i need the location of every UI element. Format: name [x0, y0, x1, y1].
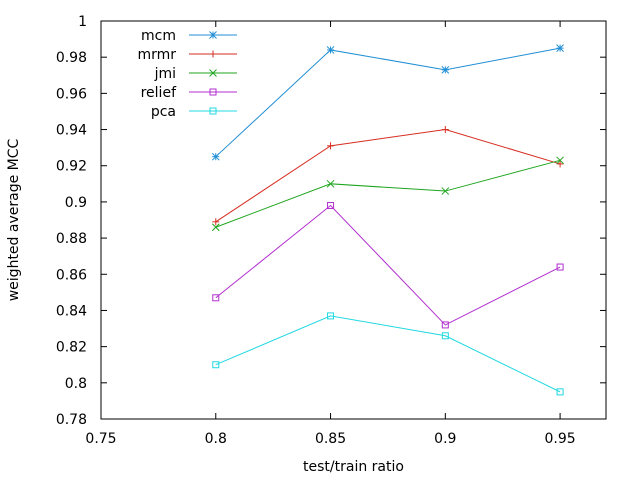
legend: mcm mrmr jmi relief pca: [137, 28, 237, 120]
x-tick-label: 0.95: [545, 431, 576, 447]
series-mcm: [211, 44, 564, 161]
series-jmi: [211, 156, 564, 232]
legend-item-pca: pca: [151, 104, 237, 120]
legend-item-jmi: jmi: [154, 66, 237, 82]
data-point-marker: [556, 160, 564, 168]
y-tick-label: 0.96: [56, 86, 87, 102]
legend-label: relief: [141, 85, 177, 101]
y-axis-label: weighted average MCC: [6, 139, 22, 302]
y-tick-label: 0.84: [56, 303, 87, 319]
series-line-mcm: [215, 47, 561, 158]
x-tick-label: 0.75: [85, 431, 116, 447]
data-point-marker: [327, 202, 335, 210]
data-point-marker: [327, 312, 335, 320]
y-tick-label: 0.92: [56, 159, 87, 175]
data-point-marker: [327, 142, 335, 150]
y-tick-label: 1: [78, 14, 87, 30]
y-tick-label: 0.98: [56, 50, 87, 66]
y-axis-ticks: 0.78 0.8 0.82 0.84 0.86 0.88 0.9 0.92 0.94 0.96 0.…: [56, 14, 606, 428]
data-point-marker: [212, 294, 220, 302]
series-relief: [212, 202, 564, 329]
series-line-pca: [215, 315, 561, 393]
data-point-marker: [326, 179, 335, 188]
series-pca: [212, 312, 564, 396]
data-point-marker: [556, 388, 564, 396]
data-point-marker: [326, 46, 335, 54]
legend-label: pca: [151, 104, 176, 120]
data-point-marker: [212, 218, 220, 226]
series-line-jmi: [215, 159, 561, 228]
legend-item-mrmr: mrmr: [137, 47, 237, 63]
data-point-marker: [209, 50, 217, 58]
data-point-marker: [441, 126, 449, 134]
axes: [100, 20, 607, 420]
data-point-marker: [209, 107, 217, 115]
data-point-marker: [441, 187, 450, 195]
series-line-relief: [215, 204, 561, 326]
y-tick-label: 0.78: [56, 412, 87, 428]
series-lines: [211, 44, 564, 396]
x-tick-label: 0.85: [315, 431, 346, 447]
data-point-marker: [209, 88, 217, 96]
y-tick-label: 0.82: [56, 340, 87, 356]
plot-frame: [100, 20, 607, 420]
x-tick-label: 0.9: [434, 431, 456, 447]
x-axis-label: test/train ratio: [303, 459, 404, 475]
legend-label: mcm: [141, 28, 176, 44]
data-point-marker: [556, 156, 564, 165]
legend-label: jmi: [154, 66, 176, 82]
legend-item-relief: relief: [141, 85, 237, 101]
data-point-marker: [212, 361, 220, 369]
legend-label: mrmr: [137, 47, 176, 63]
series-line-mrmr: [215, 129, 561, 223]
data-point-marker: [209, 69, 217, 77]
data-point-marker: [441, 65, 450, 74]
data-point-marker: [209, 31, 217, 39]
y-tick-label: 0.94: [56, 123, 87, 139]
data-point-marker: [556, 263, 564, 271]
y-tick-label: 0.88: [56, 231, 87, 247]
data-point-marker: [211, 152, 220, 161]
data-point-marker: [441, 332, 449, 340]
data-point-marker: [211, 223, 220, 232]
data-point-marker: [556, 44, 564, 52]
x-tick-label: 0.8: [205, 431, 227, 447]
series-mrmr: [212, 126, 564, 226]
y-tick-label: 0.8: [65, 376, 87, 392]
y-tick-label: 0.86: [56, 267, 87, 283]
x-axis-ticks: 0.75 0.8 0.85 0.9 0.95: [85, 21, 576, 447]
legend-item-mcm: mcm: [141, 28, 237, 44]
data-point-marker: [441, 321, 449, 329]
y-tick-label: 0.9: [65, 195, 87, 211]
